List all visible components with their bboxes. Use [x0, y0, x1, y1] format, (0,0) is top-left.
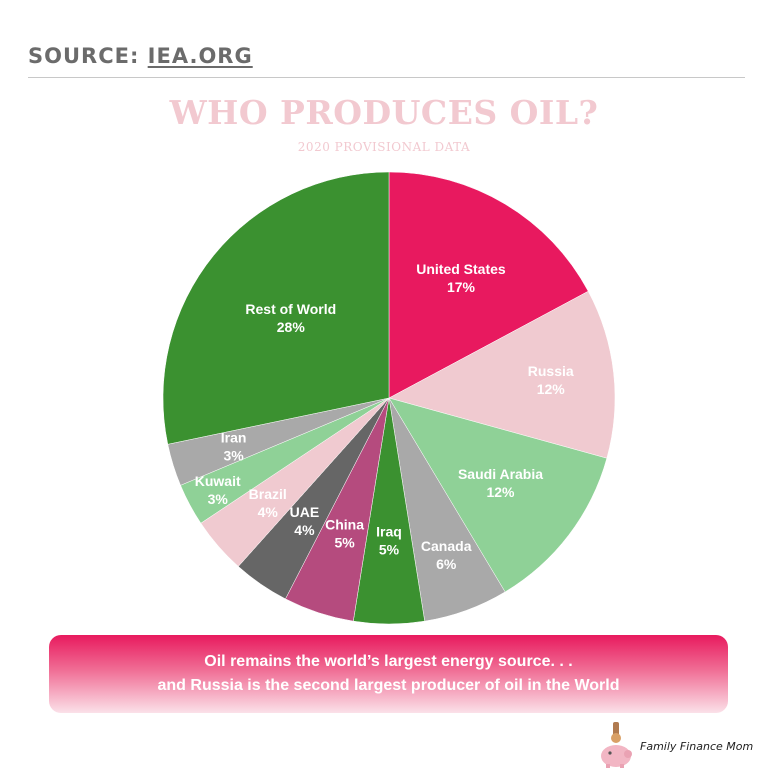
slice-name: Canada [421, 538, 472, 554]
slice-label-iraq: Iraq 5% [376, 523, 402, 557]
slice-value: 4% [258, 504, 279, 520]
slice-label-united-states: United States 17% [416, 261, 506, 295]
slice-name: UAE [290, 504, 320, 520]
header-divider [28, 77, 745, 78]
slice-label-rest-of-world: Rest of World 28% [245, 301, 336, 335]
slice-value: 17% [447, 279, 476, 295]
slice-label-canada: Canada 6% [421, 538, 472, 572]
slice-value: 12% [537, 381, 566, 397]
pie-slice-rest-of-world [162, 171, 390, 445]
slice-name: Iran [221, 429, 247, 445]
slice-name: China [325, 516, 364, 532]
slice-value: 6% [436, 556, 457, 572]
brand-name: Family Finance Mom [640, 740, 754, 753]
source-prefix: SOURCE: [28, 44, 140, 68]
slice-value: 3% [208, 491, 229, 507]
slice-name: Brazil [249, 486, 287, 502]
slice-name: Rest of World [245, 301, 336, 317]
chart-title: WHO PRODUCES OIL? [169, 93, 599, 132]
slice-label-kuwait: Kuwait 3% [195, 473, 241, 507]
slice-name: Russia [528, 363, 574, 379]
slice-label-uae: UAE 4% [290, 504, 320, 538]
slice-label-brazil: Brazil 4% [249, 486, 287, 520]
banner-line-1: Oil remains the world’s largest energy s… [204, 653, 573, 670]
slice-name: United States [416, 261, 506, 277]
source-line: SOURCE: IEA.ORG [28, 44, 253, 68]
slice-name: Kuwait [195, 473, 241, 489]
slice-value: 5% [379, 541, 400, 557]
pie-slice-russia [388, 290, 616, 459]
source-link[interactable]: IEA.ORG [147, 44, 253, 68]
pie-slice-united-states [388, 171, 589, 399]
brand-logo: Family Finance Mom [596, 722, 768, 768]
slice-value: 3% [224, 447, 245, 463]
caption-banner: Oil remains the world’s largest energy s… [49, 635, 728, 713]
piggy-bank-icon [601, 722, 632, 768]
slice-name: Saudi Arabia [458, 466, 543, 482]
pie-slice-saudi-arabia [388, 397, 608, 593]
slice-label-iran: Iran 3% [221, 429, 247, 463]
slice-label-china: China 5% [325, 516, 364, 550]
slice-value: 12% [486, 484, 515, 500]
slice-name: Iraq [376, 523, 402, 539]
banner-line-2: and Russia is the second largest produce… [157, 677, 620, 694]
slice-value: 4% [294, 522, 315, 538]
slice-value: 5% [334, 534, 355, 550]
slice-label-russia: Russia 12% [528, 363, 574, 397]
slice-label-saudi-arabia: Saudi Arabia 12% [458, 466, 543, 500]
chart-subtitle: 2020 PROVISIONAL DATA [297, 140, 471, 154]
slice-value: 28% [277, 319, 306, 335]
